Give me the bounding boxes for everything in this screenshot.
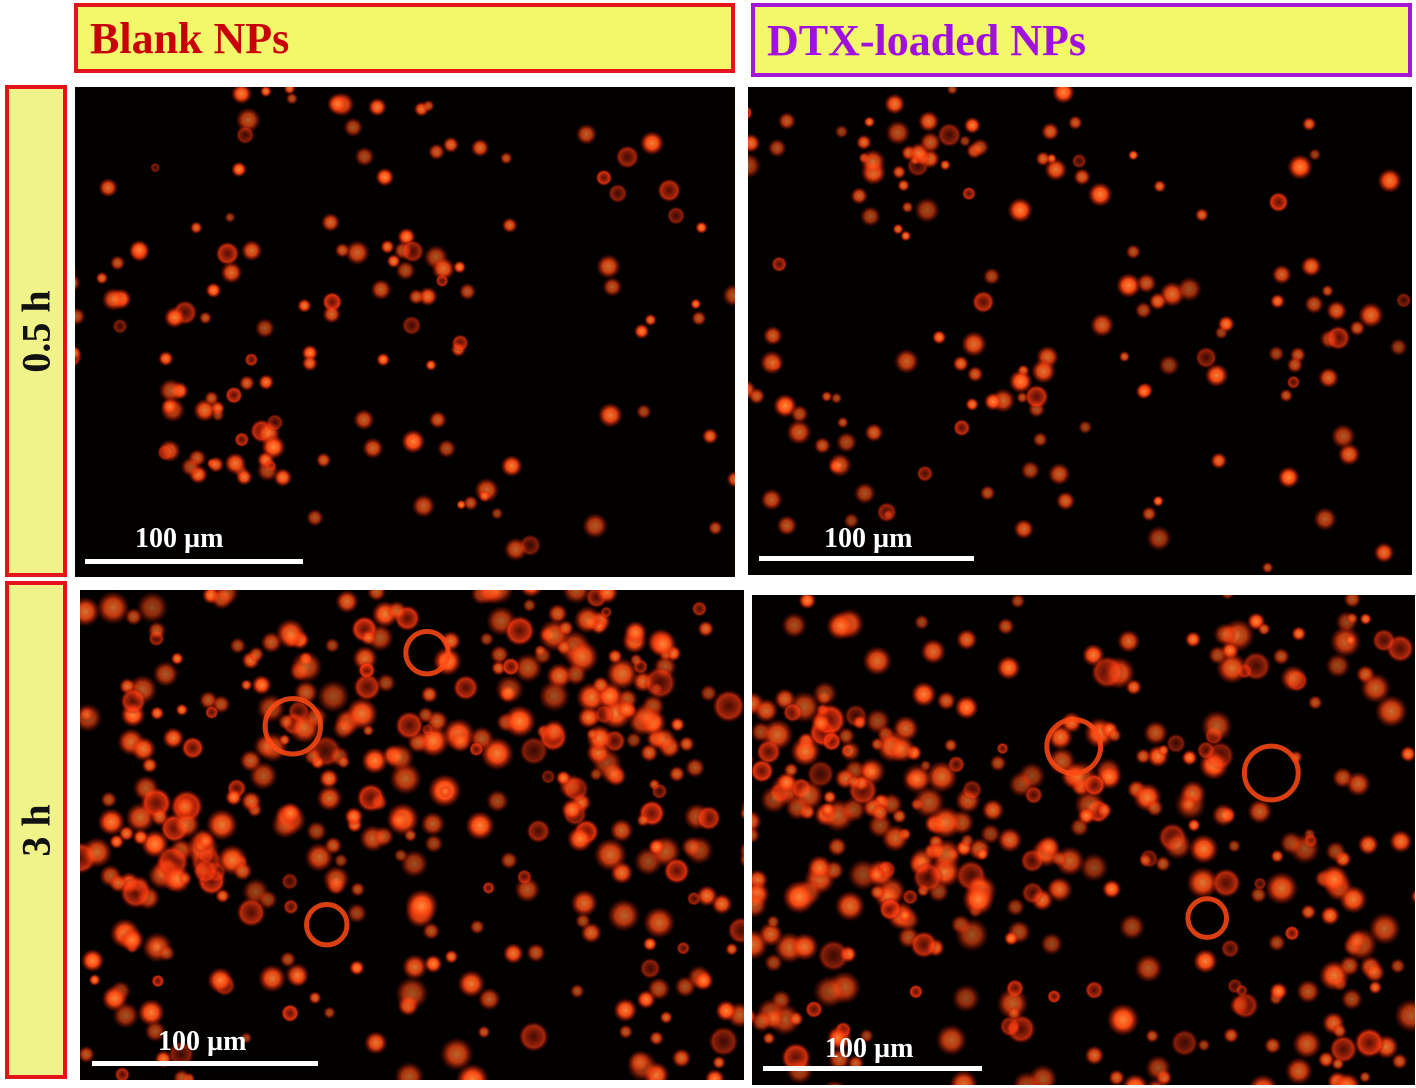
row-label-text: 0.5 h (13, 289, 59, 373)
micrograph-blank-3h: 100 µm (80, 590, 744, 1080)
micrograph-dtx-3h: 100 µm (752, 595, 1415, 1085)
scale-bar (759, 556, 974, 561)
micrograph-dtx-0-5h: 100 µm (748, 87, 1412, 575)
row-label-3h: 3 h (5, 581, 67, 1079)
fluorescent-cells (80, 590, 744, 1080)
fluorescent-cells (752, 595, 1415, 1085)
scale-bar-label: 100 µm (824, 523, 913, 554)
scale-bar-label: 100 µm (158, 1026, 247, 1057)
scale-bar (763, 1066, 982, 1071)
column-header-blank-nps: Blank NPs (74, 3, 735, 73)
row-label-0-5h: 0.5 h (5, 85, 67, 577)
scale-bar-label: 100 µm (825, 1033, 914, 1064)
fluorescent-cells (75, 87, 735, 562)
scale-bar (85, 559, 303, 564)
scale-bar-label: 100 µm (135, 523, 224, 554)
column-header-dtx-loaded-nps: DTX-loaded NPs (751, 3, 1412, 77)
column-header-label: Blank NPs (90, 13, 290, 63)
row-label-text: 3 h (13, 803, 59, 857)
micrograph-blank-0-5h: 100 µm (75, 87, 735, 577)
fluorescent-cells (748, 87, 1412, 574)
column-header-label: DTX-loaded NPs (767, 15, 1087, 65)
scale-bar (92, 1061, 318, 1066)
